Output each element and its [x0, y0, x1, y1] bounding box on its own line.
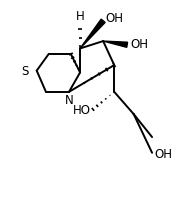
Text: OH: OH [105, 12, 124, 26]
Polygon shape [103, 41, 128, 47]
Polygon shape [80, 19, 105, 49]
Text: OH: OH [154, 147, 172, 161]
Text: S: S [21, 65, 28, 78]
Text: OH: OH [130, 38, 148, 51]
Text: H: H [76, 10, 84, 23]
Text: N: N [65, 94, 73, 107]
Text: HO: HO [73, 104, 91, 117]
